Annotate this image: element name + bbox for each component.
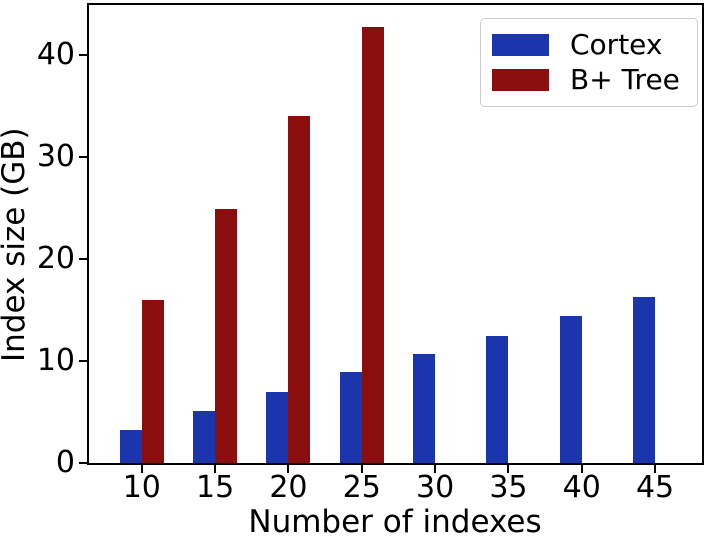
y-axis-label: Index size (GB) (0, 127, 32, 362)
legend-item-bplus-tree: B+ Tree (492, 62, 697, 96)
legend-label-cortex: Cortex (570, 28, 663, 62)
x-tick-label-30: 30 (416, 470, 455, 505)
x-tick-label-25: 25 (342, 470, 381, 505)
x-tick-25 (360, 465, 363, 473)
bar-cortex-10 (119, 430, 142, 463)
legend: Cortex B+ Tree (480, 18, 698, 107)
y-tick-label-10: 10 (36, 342, 75, 378)
x-tick-label-35: 35 (489, 470, 528, 505)
bar-b-tree-10 (141, 299, 164, 463)
bar-b-tree-20 (288, 116, 311, 463)
x-tick-label-45: 45 (635, 470, 675, 505)
y-tick-label-40: 40 (36, 36, 75, 72)
x-tick-45 (654, 465, 657, 473)
x-tick-20 (287, 465, 290, 473)
plot-area (87, 3, 704, 465)
legend-label-bplus-tree: B+ Tree (570, 62, 680, 96)
x-tick-15 (214, 465, 217, 473)
y-tick-20 (79, 257, 87, 260)
bar-cortex-30 (413, 353, 436, 463)
bar-cortex-20 (266, 391, 289, 463)
x-tick-30 (434, 465, 437, 473)
y-tick-0 (79, 462, 87, 464)
x-tick-label-40: 40 (562, 470, 601, 505)
y-tick-10 (79, 359, 87, 362)
x-tick-label-20: 20 (269, 470, 308, 505)
legend-item-cortex: Cortex (492, 30, 697, 60)
x-tick-35 (507, 465, 510, 473)
x-tick-10 (140, 465, 143, 473)
bar-cortex-15 (193, 410, 216, 463)
x-tick-label-10: 10 (122, 470, 161, 505)
plot-inner (89, 5, 702, 463)
legend-swatch-cortex-icon (492, 34, 549, 57)
bar-cortex-35 (486, 335, 509, 463)
bar-b-tree-15 (215, 209, 238, 463)
y-tick-label-20: 20 (36, 240, 75, 276)
y-tick-label-0: 0 (55, 445, 75, 480)
bar-cortex-25 (339, 372, 362, 463)
bar-b-tree-25 (361, 27, 384, 463)
y-tick-40 (79, 53, 87, 56)
x-axis-label: Number of indexes (248, 504, 542, 540)
x-tick-40 (580, 465, 583, 473)
y-tick-30 (79, 155, 87, 158)
x-tick-label-15: 15 (196, 470, 235, 505)
legend-swatch-bplus-tree-icon (492, 68, 549, 91)
bar-cortex-45 (633, 296, 656, 463)
bar-cortex-40 (559, 316, 582, 463)
y-tick-label-30: 30 (36, 138, 75, 174)
